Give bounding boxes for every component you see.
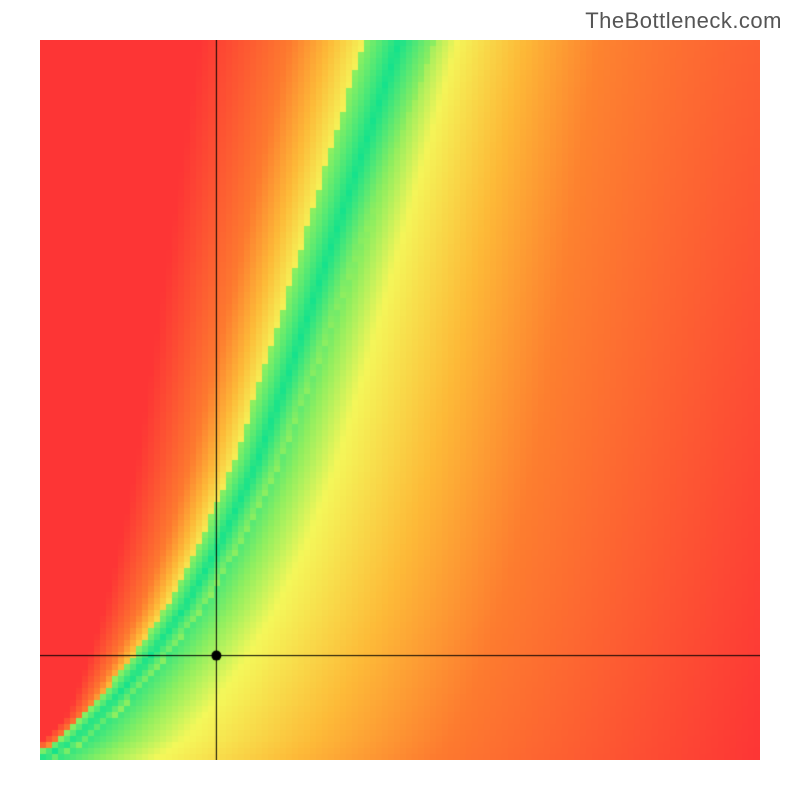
heatmap-canvas	[40, 40, 760, 760]
bottleneck-heatmap	[40, 40, 760, 760]
watermark-text: TheBottleneck.com	[585, 8, 782, 34]
